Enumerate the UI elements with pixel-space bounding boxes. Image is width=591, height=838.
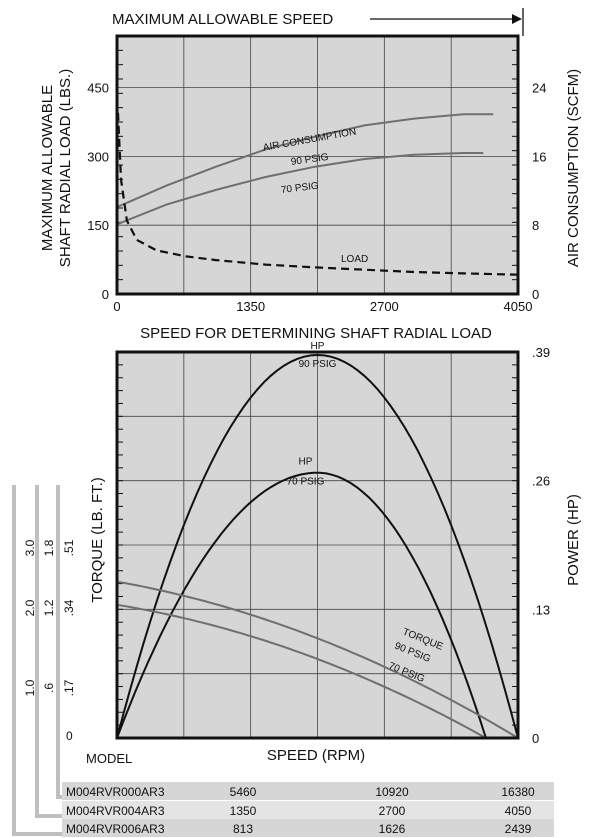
chart2-model-bracket-line (35, 485, 62, 818)
speed-table-model: M004RVR006AR3 (66, 822, 165, 836)
chart2-y2label: POWER (HP) (565, 494, 582, 586)
chart2-torque-tick-label: 3.0 (23, 539, 37, 556)
speed-table-speed: 2439 (505, 822, 532, 836)
chart1-y2tick-label: 16 (532, 149, 546, 164)
chart2-model-bracket-line (56, 485, 62, 799)
chart1-xtick-label: 4050 (504, 299, 533, 314)
chart2-torque-tick-label: 1.0 (23, 679, 37, 696)
chart2-ylabel: TORQUE (LB. FT.) (89, 477, 106, 603)
chart2-torque-tick-label: .6 (42, 683, 56, 693)
chart2-model-bracket-line (12, 485, 62, 836)
speed-table-row (62, 801, 554, 819)
chart2-y2tick-label: .39 (532, 345, 550, 360)
chart2-torque-tick-label: 2.0 (23, 599, 37, 616)
speed-table-speed: 813 (233, 822, 253, 836)
model-label: MODEL (86, 751, 132, 766)
chart2-y2tick-label: .26 (532, 474, 550, 489)
speed-table-speed: 1350 (230, 804, 257, 818)
speed-table-model: M004RVR004AR3 (66, 804, 165, 818)
chart1-series-line-1 (116, 152, 484, 226)
chart2-frame (115, 350, 520, 740)
chart1-ylabel-line2: SHAFT RADIAL LOAD (LBS.) (57, 69, 74, 267)
chart1-xtick-label: 1350 (236, 299, 265, 314)
chart1-ytick-label: 300 (87, 149, 109, 164)
chart2-series-label: 70 PSIG (287, 477, 325, 488)
chart1-series-label: LOAD (341, 254, 368, 265)
chart1-series-line-2 (116, 112, 519, 276)
speed-table-model: M004RVR000AR3 (66, 785, 165, 799)
chart2-torque-tick-label: 1.2 (42, 599, 56, 616)
chart1-ytick-label: 0 (102, 287, 109, 302)
chart2-series-label: 90 PSIG (299, 359, 337, 370)
torque-zero-label: 0 (66, 729, 73, 743)
chart2-series-line-0 (116, 353, 519, 739)
chart1-ylabel-line1: MAXIMUM ALLOWABLE (39, 85, 56, 251)
chart1-y2tick-label: 24 (532, 81, 546, 96)
chart2-y2tick-label: 0 (532, 731, 539, 746)
chart2-torque-tick-label: .17 (62, 679, 76, 696)
chart2-torque-tick-label: .34 (62, 599, 76, 616)
chart2-series-label: HP (299, 457, 313, 468)
speed-table-speed: 5460 (230, 785, 257, 799)
chart1-xtick-label: 2700 (370, 299, 399, 314)
chart2-xlabel: SPEED (RPM) (267, 747, 365, 764)
chart2-torque-tick-label: .51 (62, 539, 76, 556)
speed-table-speed: 2700 (379, 804, 406, 818)
chart1-y2tick-label: 8 (532, 218, 539, 233)
chart1-xtick-label: 0 (113, 299, 120, 314)
chart2-y2tick-label: .13 (532, 602, 550, 617)
chart2-series-label: HP (311, 341, 325, 352)
speed-table-speed: 1626 (379, 822, 406, 836)
title-arrow-head (512, 14, 522, 24)
chart1-y2tick-label: 0 (532, 287, 539, 302)
chart2-torque-tick-label: 1.8 (42, 539, 56, 556)
chart1-frame (115, 34, 520, 296)
speed-table-speed: 10920 (375, 785, 409, 799)
speed-table-row (62, 819, 554, 837)
speed-table-row (62, 782, 554, 800)
chart1-series-label: 70 PSIG (280, 181, 319, 197)
chart1-title: MAXIMUM ALLOWABLE SPEED (112, 11, 333, 28)
chart2-series-line-2 (116, 580, 519, 739)
chart1-y2label: AIR CONSUMPTION (SCFM) (565, 69, 582, 267)
chart1-ytick-label: 150 (87, 218, 109, 233)
speed-table-speed: 16380 (501, 785, 535, 799)
chart2-series-line-1 (116, 471, 487, 739)
chart1-series-label: 90 PSIG (290, 152, 329, 168)
chart2-series-line-3 (116, 603, 487, 739)
speed-table-speed: 4050 (505, 804, 532, 818)
chart1-ytick-label: 450 (87, 81, 109, 96)
chart1-xlabel: SPEED FOR DETERMINING SHAFT RADIAL LOAD (140, 325, 492, 342)
chart1-series-line-0 (116, 113, 494, 209)
